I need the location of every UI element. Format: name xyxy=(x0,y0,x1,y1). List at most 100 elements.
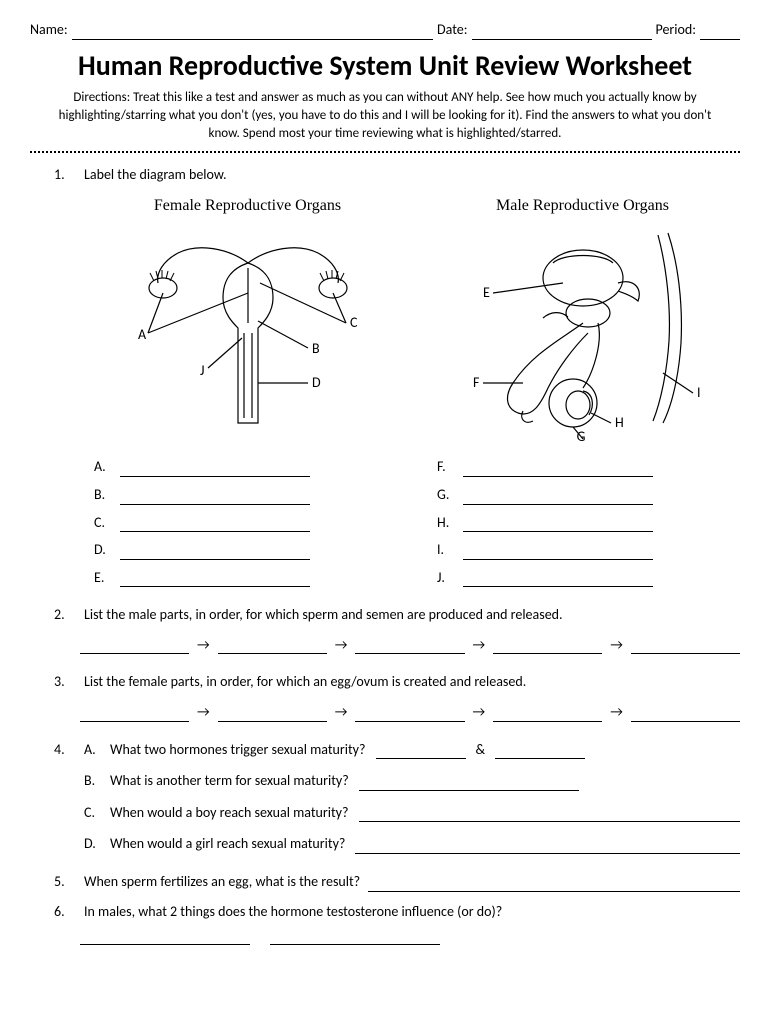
ans-I: I. xyxy=(437,540,453,560)
arrow-icon: → xyxy=(608,702,625,722)
label-I: I xyxy=(697,384,701,401)
arrow-icon: → xyxy=(471,635,488,655)
q3-slot-3[interactable] xyxy=(355,708,464,722)
label-J: J xyxy=(200,362,204,379)
label-B: B xyxy=(312,340,320,357)
q3-text: List the female parts, in order, for whi… xyxy=(84,672,740,692)
q4c-text: When would a boy reach sexual maturity? xyxy=(110,803,349,823)
q6-blank-1[interactable] xyxy=(80,931,250,945)
question-6: 6. In males, what 2 things does the horm… xyxy=(54,902,740,922)
blank-H[interactable] xyxy=(463,518,653,532)
q6-blank-2[interactable] xyxy=(270,931,440,945)
ans-D: D. xyxy=(94,540,110,560)
q1-answers-right: F. G. H. I. J. xyxy=(437,457,740,595)
label-A: A xyxy=(138,326,147,343)
q5-blank[interactable] xyxy=(368,878,740,892)
label-F: F xyxy=(473,374,480,391)
q4-body: A. What two hormones trigger sexual matu… xyxy=(84,740,740,854)
male-diagram: E F G H I xyxy=(433,223,733,443)
q4a-letter: A. xyxy=(84,740,100,760)
diagram-row: Female Reproductive Organs xyxy=(90,195,740,443)
ampersand: & xyxy=(476,740,486,760)
ans-B: B. xyxy=(94,485,110,505)
blank-A[interactable] xyxy=(120,463,310,477)
ans-H: H. xyxy=(437,513,453,533)
q2-number: 2. xyxy=(54,605,72,625)
q4c-blank[interactable] xyxy=(359,808,741,822)
question-2: 2. List the male parts, in order, for wh… xyxy=(54,605,740,625)
blank-F[interactable] xyxy=(463,463,653,477)
blank-G[interactable] xyxy=(463,491,653,505)
q2-slot-3[interactable] xyxy=(355,640,464,654)
date-blank[interactable] xyxy=(472,20,652,40)
ans-C: C. xyxy=(94,513,110,533)
q4c-letter: C. xyxy=(84,803,100,823)
q2-text: List the male parts, in order, for which… xyxy=(84,605,740,625)
header-fields: Name: Date: Period: xyxy=(30,20,740,40)
q3-slot-4[interactable] xyxy=(493,708,602,722)
ans-A: A. xyxy=(94,457,110,477)
q4a-blank1[interactable] xyxy=(376,745,466,759)
q2-slot-1[interactable] xyxy=(80,640,189,654)
q1-number: 1. xyxy=(54,165,72,185)
q3-number: 3. xyxy=(54,672,72,692)
male-diagram-col: Male Reproductive Organs xyxy=(425,195,740,443)
ans-G: G. xyxy=(437,485,453,505)
q4b-letter: B. xyxy=(84,771,100,791)
q4-number: 4. xyxy=(54,740,72,854)
q2-flow: → → → → xyxy=(80,635,740,655)
q4a-blank2[interactable] xyxy=(495,745,585,759)
female-diagram-title: Female Reproductive Organs xyxy=(90,195,405,217)
ans-J: J. xyxy=(437,568,453,588)
q4b-blank[interactable] xyxy=(359,777,579,791)
q2-slot-4[interactable] xyxy=(493,640,602,654)
arrow-icon: → xyxy=(608,635,625,655)
q6-number: 6. xyxy=(54,902,72,922)
q4b-text: What is another term for sexual maturity… xyxy=(110,771,349,791)
question-3: 3. List the female parts, in order, for … xyxy=(54,672,740,692)
q1-answer-grid: A. B. C. D. E. F. G. H. I. J. xyxy=(94,457,740,595)
arrow-icon: → xyxy=(471,702,488,722)
q6-text: In males, what 2 things does the hormone… xyxy=(84,902,740,922)
name-blank[interactable] xyxy=(72,20,433,40)
question-1: 1. Label the diagram below. xyxy=(54,165,740,185)
question-4: 4. A. What two hormones trigger sexual m… xyxy=(54,740,740,854)
q1-text: Label the diagram below. xyxy=(84,165,740,185)
label-D: D xyxy=(312,374,321,391)
q2-slot-5[interactable] xyxy=(631,640,740,654)
q6-blanks xyxy=(80,931,740,945)
q5-number: 5. xyxy=(54,872,72,892)
arrow-icon: → xyxy=(195,702,212,722)
blank-D[interactable] xyxy=(120,546,310,560)
label-G: G xyxy=(576,428,585,443)
ans-E: E. xyxy=(94,568,110,588)
q5-text: When sperm fertilizes an egg, what is th… xyxy=(84,872,360,892)
directions-text: Directions: Treat this like a test and a… xyxy=(30,89,740,144)
label-E: E xyxy=(483,284,490,301)
question-5: 5. When sperm fertilizes an egg, what is… xyxy=(54,872,740,892)
q3-flow: → → → → xyxy=(80,702,740,722)
arrow-icon: → xyxy=(333,635,350,655)
blank-J[interactable] xyxy=(463,573,653,587)
q4d-text: When would a girl reach sexual maturity? xyxy=(110,834,345,854)
label-H: H xyxy=(615,414,624,431)
female-diagram-col: Female Reproductive Organs xyxy=(90,195,405,443)
blank-B[interactable] xyxy=(120,491,310,505)
male-diagram-title: Male Reproductive Organs xyxy=(425,195,740,217)
dotted-divider xyxy=(30,151,740,153)
q3-slot-5[interactable] xyxy=(631,708,740,722)
ans-F: F. xyxy=(437,457,453,477)
period-label: Period: xyxy=(656,20,697,40)
q2-slot-2[interactable] xyxy=(218,640,327,654)
q1-answers-left: A. B. C. D. E. xyxy=(94,457,397,595)
blank-E[interactable] xyxy=(120,573,310,587)
q3-slot-2[interactable] xyxy=(218,708,327,722)
blank-C[interactable] xyxy=(120,518,310,532)
blank-I[interactable] xyxy=(463,546,653,560)
period-blank[interactable] xyxy=(700,20,740,40)
q3-slot-1[interactable] xyxy=(80,708,189,722)
q4d-blank[interactable] xyxy=(355,840,740,854)
date-label: Date: xyxy=(437,20,467,40)
q4d-letter: D. xyxy=(84,834,100,854)
name-label: Name: xyxy=(30,20,68,40)
